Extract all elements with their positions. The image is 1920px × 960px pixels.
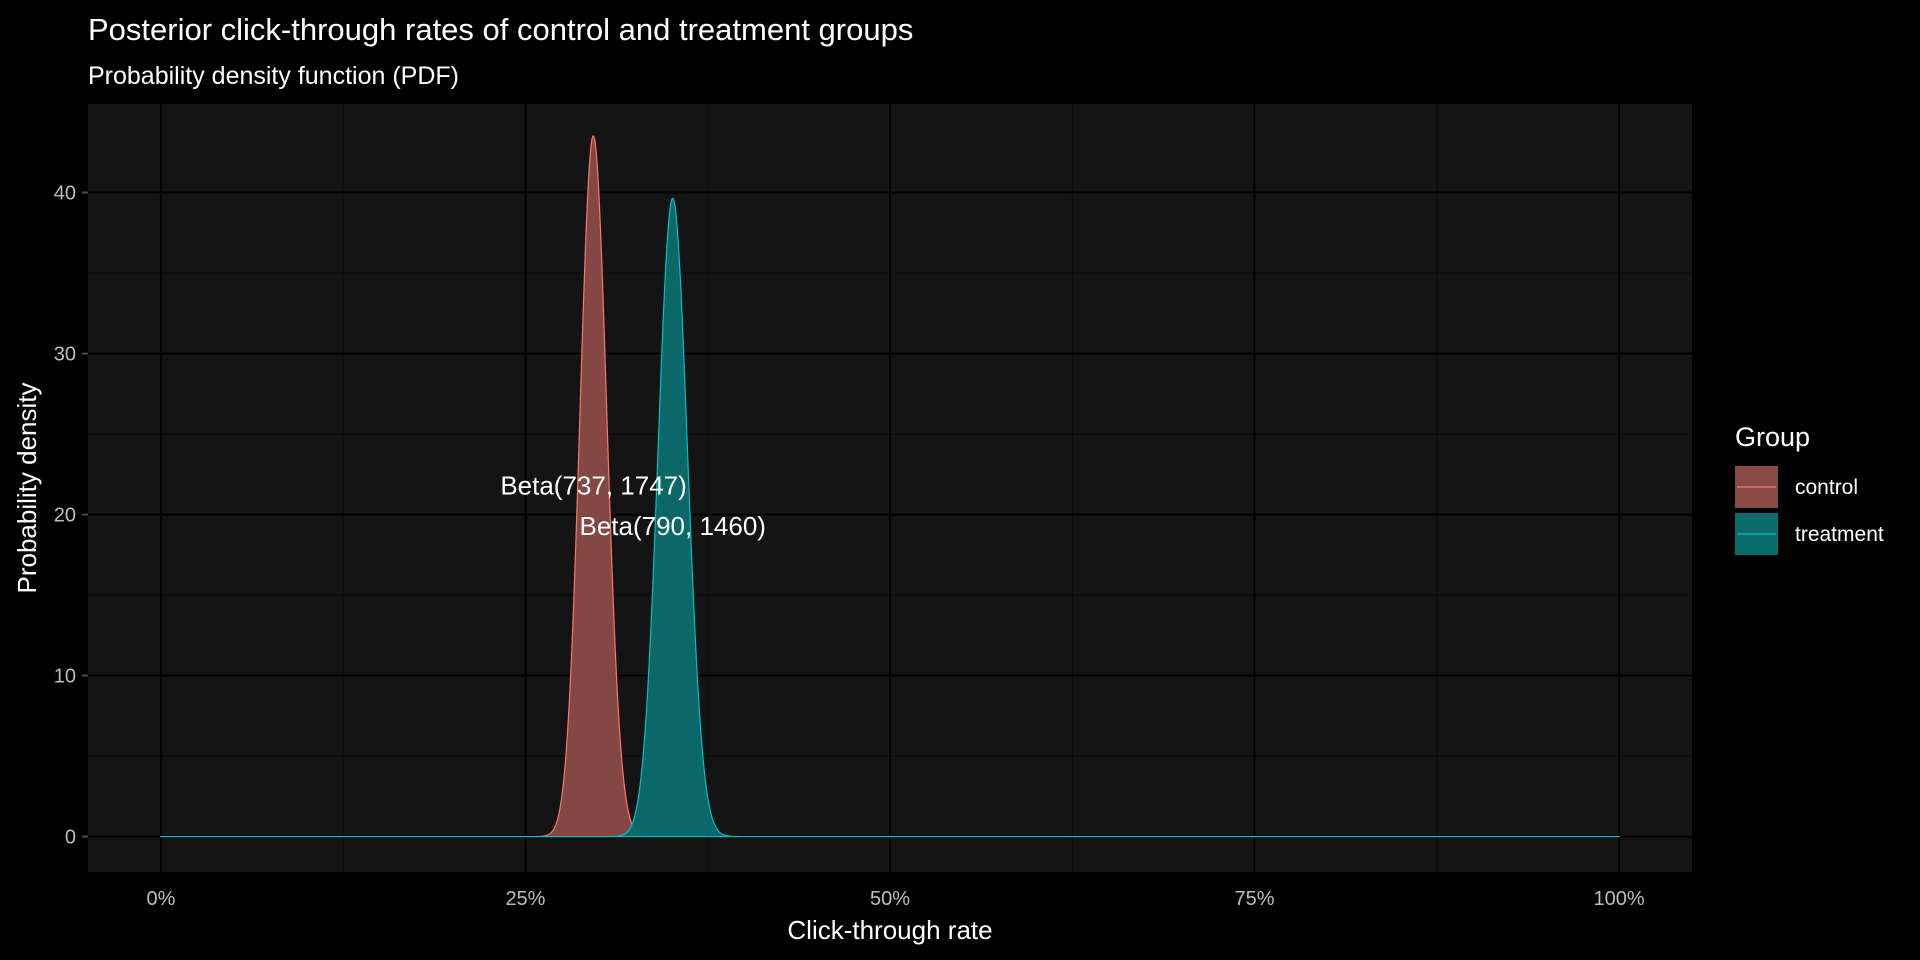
x-tick-label: 75% — [1235, 888, 1275, 910]
legend-label-control: control — [1795, 476, 1858, 499]
legend-title: Group — [1735, 422, 1810, 452]
chart-title: Posterior click-through rates of control… — [88, 12, 913, 47]
x-tick-label: 25% — [505, 888, 545, 910]
y-tick-label: 10 — [54, 666, 76, 688]
x-axis-ticks: 0% 25% 50% 75% 100% — [146, 888, 1644, 910]
chart-subtitle: Probability density function (PDF) — [88, 62, 459, 90]
annotation-label: Beta(737, 1747) — [500, 471, 686, 501]
y-tick-label: 20 — [54, 505, 76, 527]
y-axis-ticks: 0 10 20 30 40 — [54, 183, 88, 849]
x-tick-label: 50% — [870, 888, 910, 910]
y-axis-title: Probability density — [12, 383, 42, 594]
annotations: Beta(737, 1747) Beta(790, 1460) — [500, 471, 766, 541]
y-tick-label: 40 — [54, 183, 76, 205]
x-axis-title: Click-through rate — [787, 915, 992, 945]
y-tick-label: 0 — [65, 827, 76, 849]
x-tick-label: 0% — [146, 888, 175, 910]
density-areas — [159, 135, 1620, 838]
legend: Group control treatment — [1735, 422, 1884, 555]
legend-label-treatment: treatment — [1795, 523, 1884, 546]
x-tick-label: 100% — [1594, 888, 1645, 910]
density-area-treatment — [159, 197, 1620, 838]
annotation-label: Beta(790, 1460) — [579, 511, 765, 541]
y-tick-label: 30 — [54, 344, 76, 366]
